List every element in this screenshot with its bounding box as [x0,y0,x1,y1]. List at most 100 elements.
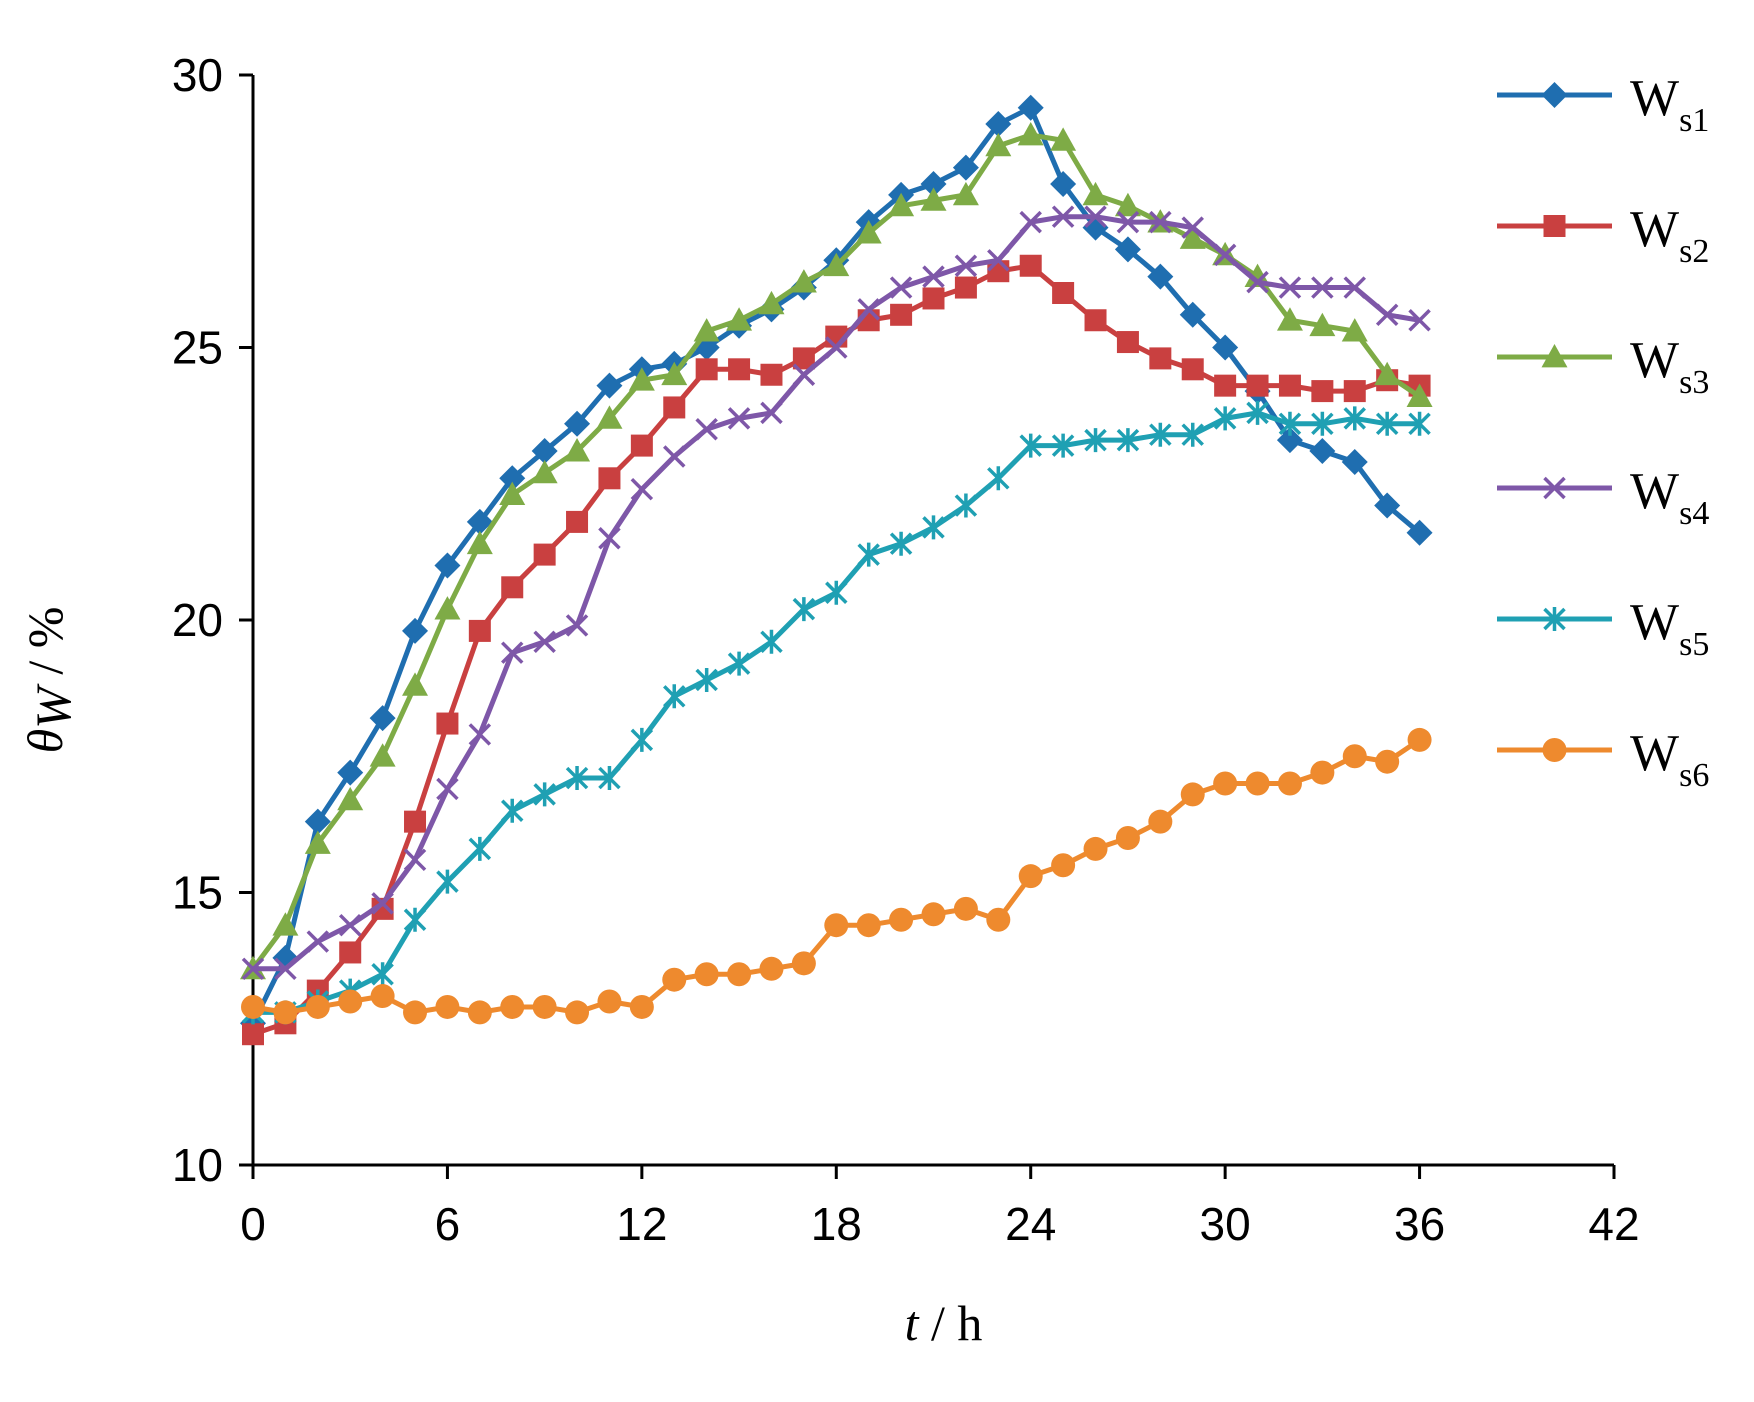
data-point-s1 [596,372,623,399]
data-point-s6 [370,984,395,1009]
data-point-s6 [1277,771,1302,796]
data-point-s3 [1114,192,1141,217]
series-s1 [240,94,1433,1037]
data-point-s3 [1341,318,1368,342]
data-point-s1 [531,438,558,465]
data-point-s4 [727,407,751,430]
data-point-s6 [824,913,849,938]
legend-label-main: W [1630,70,1679,127]
data-point-s3 [434,596,461,620]
x-axis-sep: / [919,1295,958,1351]
data-point-s5 [1343,406,1366,431]
legend-marker [1542,738,1567,762]
data-point-s6 [986,907,1011,932]
data-point-s2 [566,510,589,533]
data-point-s3 [304,830,331,854]
data-point-s3 [628,367,655,391]
data-point-s5 [598,766,621,791]
data-point-s1 [1147,263,1174,290]
data-point-s6 [889,907,914,932]
axes: 10 15 20 25 30 0 6 12 18 24 30 36 42 t / h θW / % [17,49,1640,1351]
data-point-s6 [727,962,752,987]
data-point-s6 [1018,864,1043,889]
series-s6 [241,727,1432,1025]
legend-label: Ws6 [1630,725,1709,794]
data-point-s5 [922,515,945,540]
data-point-s6 [791,951,816,976]
data-point-s4 [1343,276,1366,299]
data-point-s6 [1180,782,1205,807]
y-axis-sep: / [17,648,73,687]
legend-label-main: W [1630,201,1679,258]
data-point-s6 [1375,749,1400,774]
data-point-s6 [305,994,330,1019]
data-point-s6 [1407,727,1432,752]
data-point-s2 [1019,254,1042,277]
data-point-s5 [436,869,459,894]
data-point-s3 [531,459,558,484]
data-point-s5 [1375,411,1399,436]
legend-marker [1543,215,1566,237]
data-point-s5 [1181,422,1204,447]
data-point-s2 [404,810,427,833]
y-tick-label: 30 [172,49,223,101]
data-point-s5 [565,766,589,791]
legend-label: Ws3 [1630,332,1709,401]
y-tick-label: 20 [172,594,223,646]
legend-label: Ws1 [1630,70,1709,139]
data-point-s2 [954,276,977,299]
data-point-s4 [954,254,978,277]
data-point-s1 [1114,236,1141,263]
legend-marker [1541,344,1568,368]
data-point-s5 [1084,428,1107,453]
data-point-s2 [598,467,621,490]
legend-label-main: W [1630,332,1679,389]
data-point-s2 [630,434,653,457]
data-point-s6 [435,994,460,1019]
y-tick-label: 25 [172,322,223,374]
data-point-s4 [1019,210,1042,234]
data-point-s3 [1309,312,1336,337]
data-point-s1 [1341,448,1368,475]
x-tick-label: 24 [1005,1198,1056,1250]
data-point-s6 [532,994,557,1019]
data-point-s6 [1083,836,1108,861]
data-point-s5 [889,531,913,556]
legend-item-s1: Ws1 [1497,70,1709,139]
data-point-s6 [759,956,784,981]
data-point-s1 [402,617,429,644]
data-point-s2 [728,358,751,381]
data-point-s5 [1149,422,1172,447]
data-point-s5 [1311,411,1334,436]
data-point-s4 [630,477,654,501]
legend-label-sub: s4 [1679,495,1709,532]
data-point-s5 [1116,428,1140,453]
x-tick-label: 0 [240,1198,266,1250]
data-point-s3 [369,743,396,767]
data-point-s4 [1181,216,1204,239]
data-point-s1 [1212,334,1239,361]
data-point-s5 [727,651,751,676]
data-point-s5 [1051,433,1075,458]
series-s2 [242,254,1431,1046]
legend-label: Ws4 [1630,463,1709,532]
data-point-s3 [726,307,753,331]
series-s4 [241,205,1431,981]
data-point-s3 [596,405,623,429]
x-tick-label: 36 [1394,1198,1445,1250]
data-point-s6 [1310,760,1335,785]
legend-label-sub: s5 [1679,626,1709,663]
data-point-s2 [436,712,459,735]
data-point-s6 [921,902,946,927]
data-point-s4 [1116,210,1140,234]
x-tick-label: 12 [616,1198,667,1250]
data-point-s1 [434,552,461,579]
data-point-s3 [466,530,493,555]
data-point-s2 [1116,331,1139,354]
data-point-s4 [306,930,330,953]
data-point-s2 [468,619,491,642]
data-point-s2 [371,897,394,920]
data-point-s3 [1017,121,1044,146]
data-point-s4 [760,401,783,425]
